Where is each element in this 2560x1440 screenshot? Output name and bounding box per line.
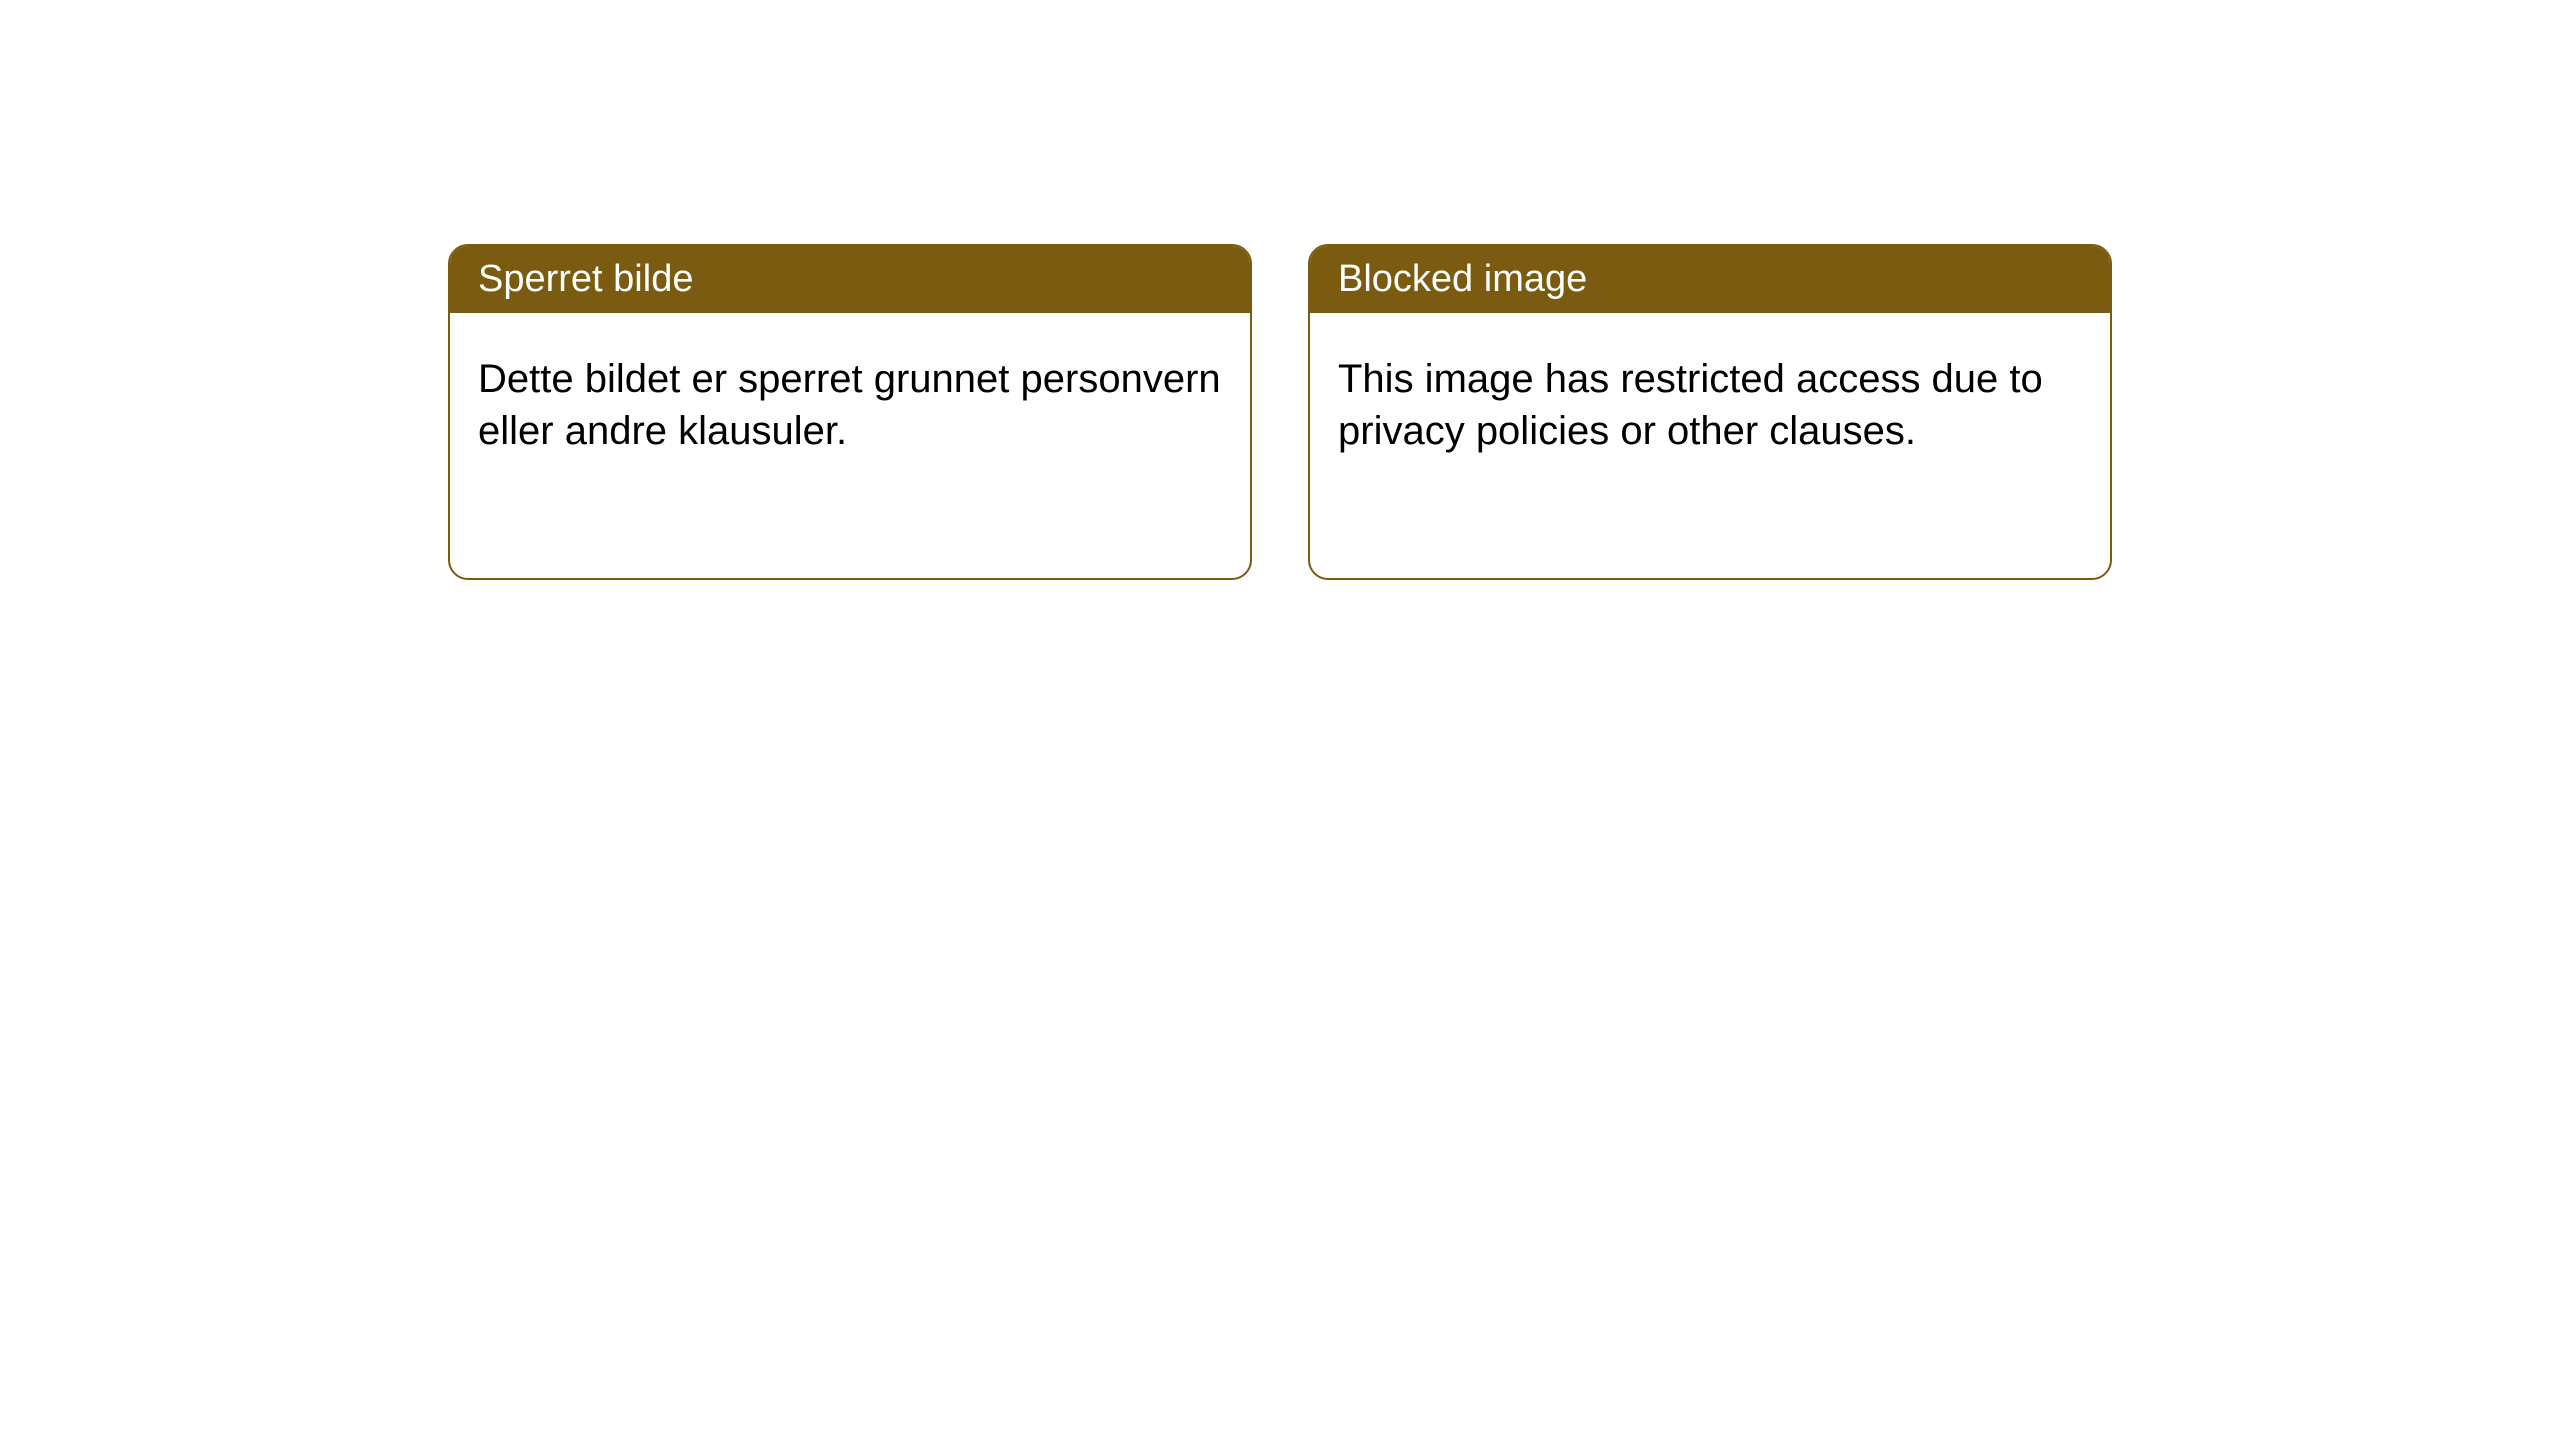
card-body: This image has restricted access due to … (1310, 313, 2110, 497)
card-body-text: Dette bildet er sperret grunnet personve… (478, 357, 1221, 453)
cards-container: Sperret bilde Dette bildet er sperret gr… (0, 0, 2560, 580)
card-header: Sperret bilde (450, 246, 1250, 313)
card-body: Dette bildet er sperret grunnet personve… (450, 313, 1250, 497)
card-blocked-no: Sperret bilde Dette bildet er sperret gr… (448, 244, 1252, 580)
card-title: Blocked image (1338, 258, 1587, 300)
card-body-text: This image has restricted access due to … (1338, 357, 2043, 453)
card-header: Blocked image (1310, 246, 2110, 313)
card-title: Sperret bilde (478, 258, 693, 300)
card-blocked-en: Blocked image This image has restricted … (1308, 244, 2112, 580)
